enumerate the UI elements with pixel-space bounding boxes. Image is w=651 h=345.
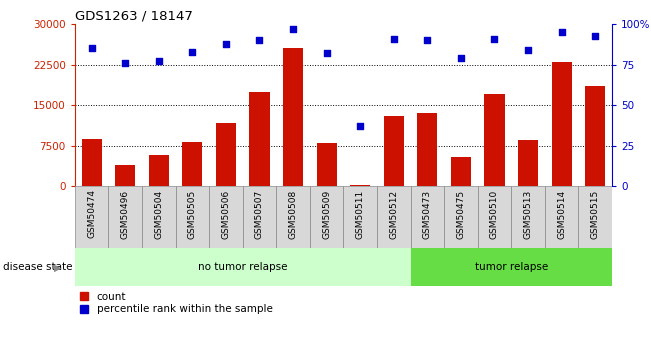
Point bbox=[187, 49, 197, 55]
Text: GSM50508: GSM50508 bbox=[288, 189, 298, 239]
Bar bbox=[243, 186, 276, 248]
Bar bbox=[249, 92, 270, 186]
Point bbox=[355, 124, 365, 129]
Point bbox=[456, 56, 466, 61]
Bar bbox=[417, 113, 437, 186]
Text: GSM50506: GSM50506 bbox=[221, 189, 230, 239]
Bar bbox=[209, 186, 243, 248]
Text: GSM50507: GSM50507 bbox=[255, 189, 264, 239]
Point bbox=[490, 36, 500, 41]
Text: GSM50504: GSM50504 bbox=[154, 189, 163, 238]
Text: GSM50513: GSM50513 bbox=[523, 189, 533, 239]
Bar bbox=[344, 186, 377, 248]
Text: GSM50475: GSM50475 bbox=[456, 189, 465, 238]
Text: GSM50473: GSM50473 bbox=[422, 189, 432, 238]
Text: GSM50512: GSM50512 bbox=[389, 189, 398, 238]
Bar bbox=[511, 186, 545, 248]
Bar bbox=[444, 186, 478, 248]
Bar bbox=[450, 157, 471, 186]
Bar bbox=[578, 186, 612, 248]
Point bbox=[154, 59, 164, 64]
Legend: count, percentile rank within the sample: count, percentile rank within the sample bbox=[80, 292, 273, 314]
Bar bbox=[377, 186, 411, 248]
Text: GSM50509: GSM50509 bbox=[322, 189, 331, 239]
Bar bbox=[478, 186, 511, 248]
Point bbox=[221, 41, 231, 46]
Text: GSM50510: GSM50510 bbox=[490, 189, 499, 239]
Text: GSM50511: GSM50511 bbox=[355, 189, 365, 239]
Point bbox=[87, 46, 97, 51]
Point bbox=[255, 38, 265, 43]
Bar bbox=[283, 49, 303, 186]
Point bbox=[557, 30, 567, 35]
Point bbox=[422, 38, 432, 43]
Text: GSM50514: GSM50514 bbox=[557, 189, 566, 238]
Bar bbox=[75, 248, 411, 286]
Bar bbox=[310, 186, 344, 248]
Bar bbox=[176, 186, 209, 248]
Text: no tumor relapse: no tumor relapse bbox=[198, 263, 288, 272]
Bar bbox=[518, 140, 538, 186]
Point bbox=[120, 60, 130, 66]
Point bbox=[322, 51, 332, 56]
Text: disease state: disease state bbox=[3, 263, 73, 272]
Bar bbox=[75, 186, 109, 248]
Point bbox=[523, 47, 533, 53]
Text: tumor relapse: tumor relapse bbox=[475, 263, 548, 272]
Text: GSM50496: GSM50496 bbox=[120, 189, 130, 238]
Bar bbox=[484, 95, 505, 186]
Text: GSM50505: GSM50505 bbox=[188, 189, 197, 239]
Bar bbox=[115, 165, 135, 186]
Bar bbox=[276, 186, 310, 248]
Bar bbox=[383, 116, 404, 186]
Bar bbox=[142, 186, 176, 248]
Bar bbox=[585, 86, 605, 186]
Text: GDS1263 / 18147: GDS1263 / 18147 bbox=[75, 10, 193, 23]
Bar bbox=[109, 186, 142, 248]
Bar bbox=[316, 143, 337, 186]
Bar bbox=[411, 248, 612, 286]
Bar bbox=[545, 186, 578, 248]
Bar bbox=[411, 186, 444, 248]
Text: GSM50515: GSM50515 bbox=[590, 189, 600, 239]
Bar bbox=[350, 185, 370, 186]
Point bbox=[590, 33, 600, 38]
Bar bbox=[551, 62, 572, 186]
Point bbox=[288, 26, 298, 32]
Text: ▶: ▶ bbox=[54, 263, 62, 272]
Bar bbox=[148, 156, 169, 186]
Bar bbox=[81, 139, 102, 186]
Text: GSM50474: GSM50474 bbox=[87, 189, 96, 238]
Bar bbox=[216, 122, 236, 186]
Bar bbox=[182, 142, 202, 186]
Point bbox=[389, 36, 399, 41]
